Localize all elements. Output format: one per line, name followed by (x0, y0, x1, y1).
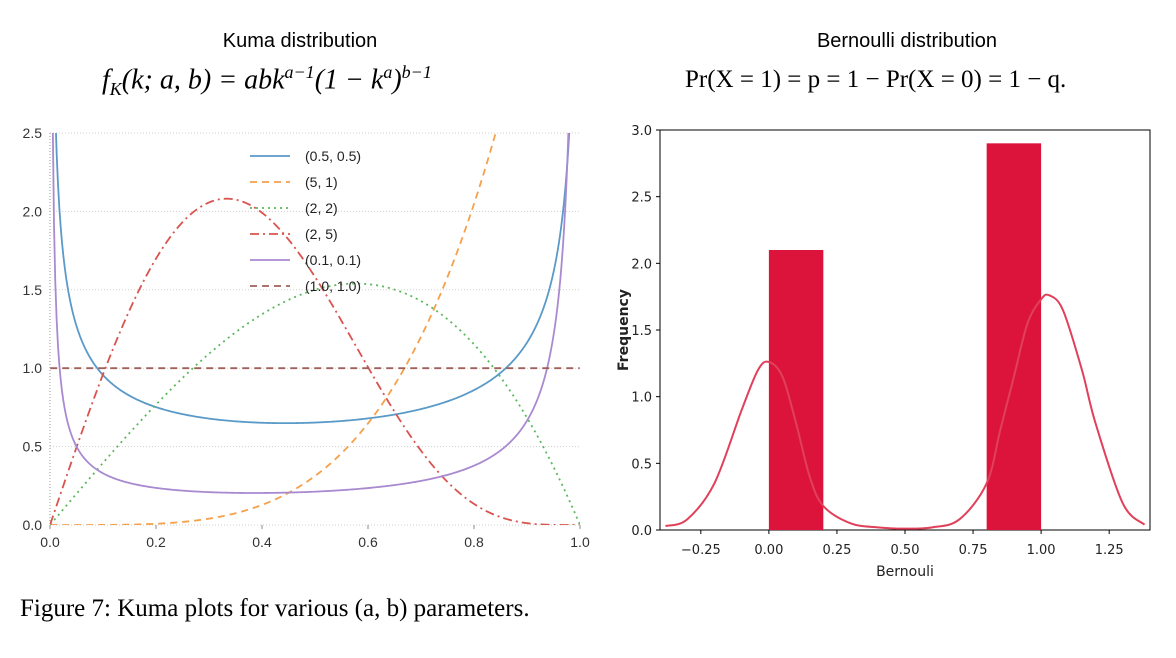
bernoulli-x-tick: 0.00 (754, 543, 783, 558)
kuma-y-tick: 1.5 (23, 282, 43, 298)
bernoulli-x-tick: −0.25 (681, 543, 721, 558)
bernoulli-y-tick: 0.5 (631, 457, 652, 472)
bernoulli-x-tick: 0.25 (822, 543, 851, 558)
kuma-legend-label: (1.0, 1.0) (305, 278, 361, 294)
kuma-legend-label: (0.5, 0.5) (305, 148, 361, 164)
kuma-x-tick: 0.6 (358, 534, 378, 550)
kuma-y-tick: 0.5 (23, 439, 43, 455)
kuma-series--0-5-0-5- (55, 133, 571, 425)
kuma-x-tick: 0.2 (146, 534, 166, 550)
bernoulli-x-tick: 0.75 (959, 543, 988, 558)
bernoulli-kde-curve (665, 293, 1146, 530)
kuma-legend-label: (5, 1) (305, 174, 338, 190)
bernoulli-y-tick: 3.0 (631, 124, 652, 139)
kuma-title: Kuma distribution (222, 30, 378, 52)
bernoulli-x-tick: 1.25 (1095, 543, 1124, 558)
kuma-legend-label: (0.1, 0.1) (305, 252, 361, 268)
kuma-y-tick: 2.0 (23, 203, 43, 219)
bernoulli-bar (768, 250, 824, 530)
kuma-x-tick: 1.0 (570, 534, 590, 550)
kuma-y-tick: 1.0 (23, 360, 43, 376)
kuma-series--0-1-0-1- (51, 133, 570, 494)
kuma-x-tick: 0.8 (464, 534, 484, 550)
kuma-series--2-5- (50, 197, 580, 525)
bernoulli-x-tick: 0.50 (891, 543, 920, 558)
bernoulli-bar (986, 143, 1042, 531)
bernoulli-y-tick: 1.5 (631, 324, 652, 339)
kuma-series--2-2- (50, 282, 580, 525)
bernoulli-y-tick: 1.0 (631, 391, 652, 406)
bernoulli-y-tick: 2.5 (631, 191, 652, 206)
kuma-legend-label: (2, 2) (305, 200, 338, 216)
kuma-x-tick: 0.4 (252, 534, 272, 550)
bernoulli-x-tick: 1.00 (1027, 543, 1056, 558)
bernoulli-title: Bernoulli distribution (816, 30, 998, 52)
bernoulli-y-tick: 0.0 (631, 524, 652, 539)
kuma-series--5-1- (50, 133, 497, 525)
bernoulli-y-axis-label: Frequency (616, 289, 632, 371)
kuma-y-tick: 2.5 (23, 125, 43, 141)
bernoulli-plot-frame (659, 129, 1151, 531)
kuma-y-tick: 0.0 (23, 517, 43, 533)
bernoulli-x-axis-label: Bernouli (876, 564, 934, 580)
kuma-legend-label: (2, 5) (305, 226, 338, 242)
bernoulli-y-tick: 2.0 (631, 257, 652, 272)
kuma-x-tick: 0.0 (40, 534, 60, 550)
figure-caption: Figure 7: Kuma plots for various (a, b) … (20, 595, 530, 622)
bernoulli-formula: Pr(X = 1) = p = 1 − Pr(X = 0) = 1 − q. (685, 66, 1067, 93)
kuma-formula: fK(k; a, b) = abka−1(1 − ka)b−1 (102, 62, 432, 99)
